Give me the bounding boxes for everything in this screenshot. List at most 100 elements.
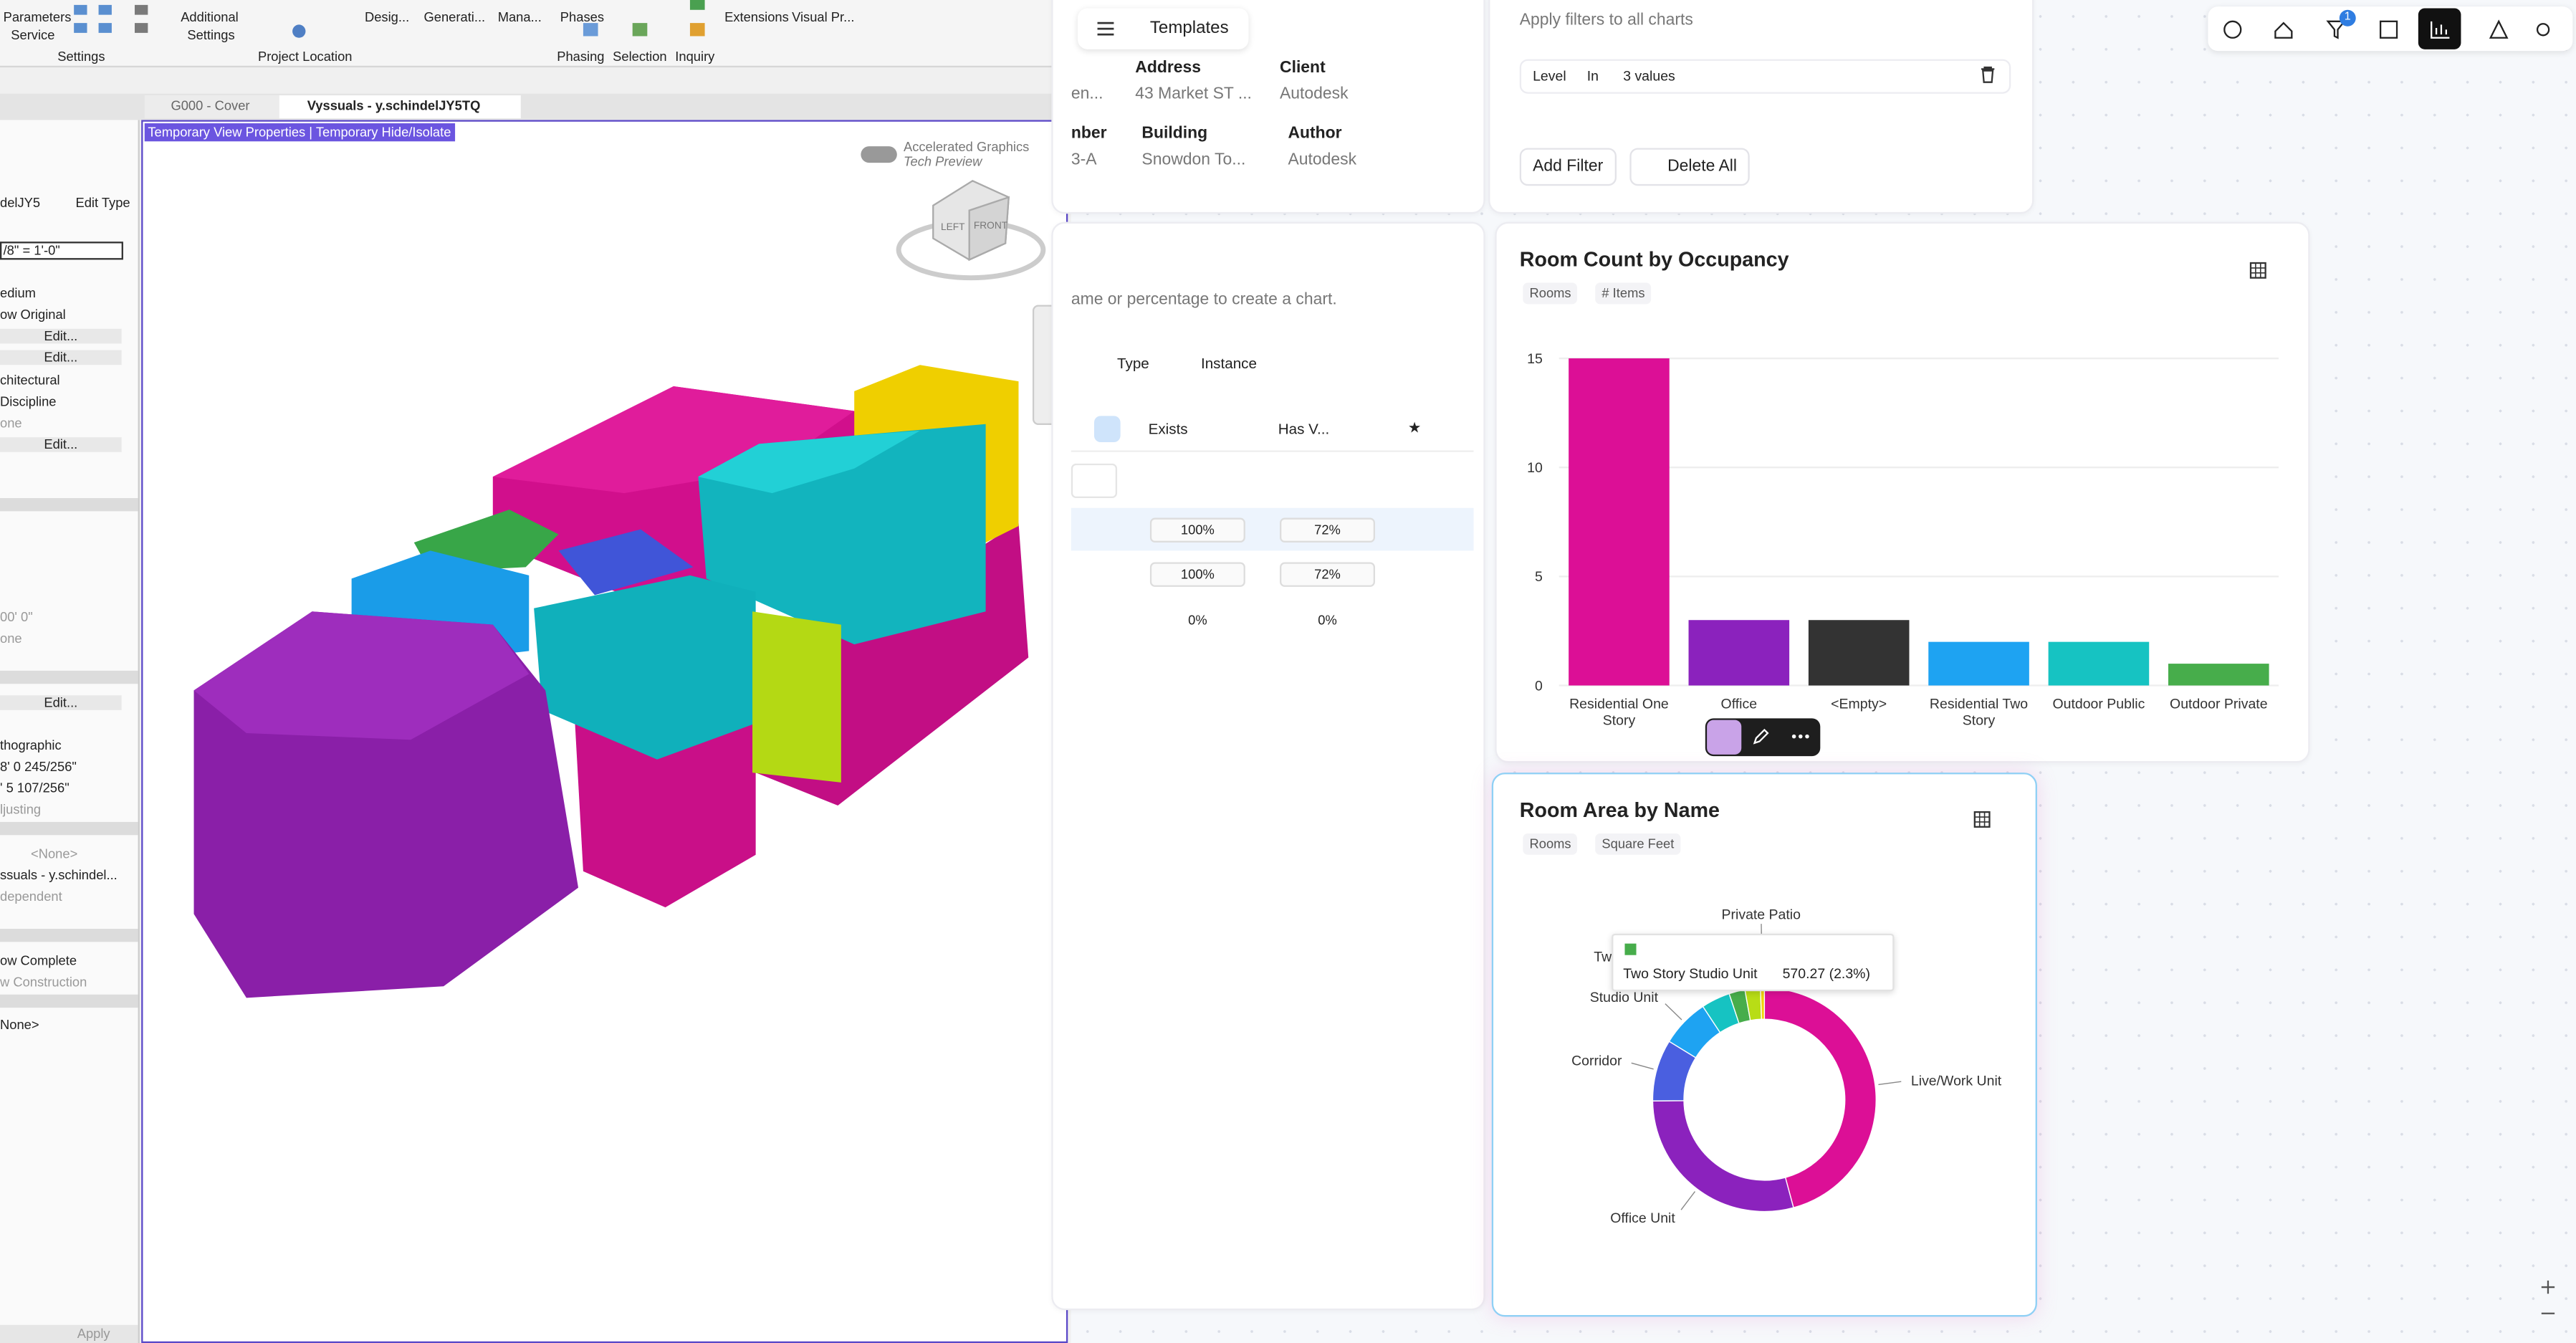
column-header[interactable]: Has V... xyxy=(1278,421,1330,438)
property-value: chitectural xyxy=(0,373,60,388)
field-value: en... xyxy=(1071,85,1103,104)
toggle[interactable] xyxy=(861,146,897,163)
x-tick-label: <Empty> xyxy=(1831,695,1887,712)
info-button[interactable] xyxy=(2223,20,2242,39)
table-view-button[interactable] xyxy=(1966,806,1999,835)
home-button[interactable] xyxy=(2274,21,2293,39)
ribbon-button[interactable]: Parameters xyxy=(3,9,72,25)
tooltip-swatch xyxy=(1624,943,1637,955)
ribbon-button[interactable]: Service xyxy=(11,27,55,43)
property-value: one xyxy=(0,416,22,431)
style-button[interactable] xyxy=(1707,720,1742,755)
bar xyxy=(2168,664,2269,686)
percent-cell[interactable]: 100% xyxy=(1149,517,1245,543)
filter-operator[interactable]: In xyxy=(1586,67,1599,84)
icon xyxy=(74,4,87,15)
bar-chart: 0 5 10 15 xyxy=(1527,351,2279,694)
chart-tag: Rooms xyxy=(1523,833,1578,855)
tab-instance[interactable]: Instance xyxy=(1200,355,1257,372)
chart-tag: Rooms xyxy=(1523,282,1578,305)
ribbon-button[interactable]: Generati... xyxy=(423,9,486,25)
field-label: Author xyxy=(1288,125,1342,143)
column-header[interactable]: Exists xyxy=(1148,421,1188,438)
slice-label: Office Unit xyxy=(1610,1210,1675,1226)
room-block xyxy=(698,430,920,494)
table-row[interactable] xyxy=(1071,507,1474,551)
property-value: edium xyxy=(0,286,36,301)
edit-button[interactable]: Edit... xyxy=(0,695,122,710)
property-value[interactable]: /8" = 1'-0" xyxy=(0,242,123,260)
ribbon-button[interactable]: Selection xyxy=(613,49,667,64)
ribbon-button[interactable]: Settings xyxy=(187,27,235,43)
filter-row[interactable] xyxy=(1519,59,2011,94)
edit-button[interactable]: Edit... xyxy=(0,437,122,452)
star-icon[interactable]: ★ xyxy=(1407,419,1422,436)
menu-icon[interactable] xyxy=(1097,21,1114,37)
layout-button[interactable] xyxy=(2379,20,2398,39)
property-value: w Construction xyxy=(0,975,87,990)
ribbon-button[interactable]: Inquiry xyxy=(675,49,715,64)
chart-button[interactable] xyxy=(2418,8,2461,49)
more-button[interactable] xyxy=(1791,733,1811,740)
apply-button[interactable]: Apply xyxy=(0,1324,138,1343)
property-value: ljusting xyxy=(0,802,42,818)
edit-button[interactable]: Edit... xyxy=(0,328,122,344)
ribbon-button[interactable]: Desig... xyxy=(364,9,410,25)
field-label: Address xyxy=(1135,59,1201,77)
table-view-button[interactable] xyxy=(2243,257,2276,286)
leader-line xyxy=(1665,1003,1682,1021)
properties-panel xyxy=(0,120,140,1343)
leader-line xyxy=(1878,1081,1902,1086)
settings-button[interactable] xyxy=(2536,23,2550,37)
percent-cell[interactable]: 0% xyxy=(1280,608,1375,634)
search-input[interactable] xyxy=(1071,463,1118,499)
leader-line xyxy=(1680,1191,1696,1210)
edit-type-button[interactable]: Edit Type xyxy=(75,195,130,211)
property-value: ' 5 107/256" xyxy=(0,780,70,796)
percent-cell[interactable]: 0% xyxy=(1149,608,1245,634)
ribbon-button[interactable]: Phases xyxy=(560,9,604,25)
delete-icon[interactable] xyxy=(1980,66,1996,84)
tooltip-label: Two Story Studio Unit xyxy=(1623,965,1758,982)
x-tick-label: Outdoor Public xyxy=(2052,695,2145,712)
bar-chart-card: Room Count by Occupancy Rooms # Items 0 5… xyxy=(1495,221,2310,763)
property-value: ow Complete xyxy=(0,953,77,969)
ribbon-button[interactable]: Additional xyxy=(181,9,239,25)
property-value: <None> xyxy=(31,846,78,861)
filter-values[interactable]: 3 values xyxy=(1623,67,1675,84)
ribbon-button[interactable]: Visual Pr... xyxy=(792,9,855,25)
model-button[interactable] xyxy=(2489,19,2509,39)
type-selector[interactable]: delJY5 xyxy=(0,195,41,211)
zoom-controls[interactable] xyxy=(2537,1277,2560,1327)
pie-slice xyxy=(1763,987,1877,1208)
ribbon-button[interactable]: Mana... xyxy=(497,9,542,25)
tab-type[interactable]: Type xyxy=(1117,355,1149,372)
ribbon-button[interactable]: Extensions xyxy=(724,9,789,25)
percent-cell[interactable]: 72% xyxy=(1280,562,1375,587)
tooltip-value: 570.27 (2.3%) xyxy=(1782,965,1871,982)
delete-all-button[interactable]: Delete All xyxy=(1629,148,1751,186)
percent-cell[interactable]: 72% xyxy=(1280,517,1375,543)
chart-title: Room Area by Name xyxy=(1519,798,1720,822)
section-header xyxy=(0,821,138,836)
tab[interactable]: Vyssuals - y.schindelJY5TQ xyxy=(279,95,521,119)
percent-cell[interactable]: 100% xyxy=(1149,562,1245,587)
slice-label: Corridor xyxy=(1571,1053,1622,1069)
add-filter-button[interactable]: Add Filter xyxy=(1519,148,1617,186)
pie-chart-card: Room Area by Name Rooms Square Feet Live… xyxy=(1491,773,2037,1317)
tab[interactable]: G000 - Cover xyxy=(144,95,296,119)
view-banner: Temporary View Properties | Temporary Hi… xyxy=(144,123,455,142)
edit-button[interactable]: Edit... xyxy=(0,350,122,365)
section-header xyxy=(0,994,138,1008)
edit-button[interactable] xyxy=(1751,727,1771,747)
filter-field[interactable]: Level xyxy=(1533,67,1566,84)
tooltip: Two Story Studio Unit 570.27 (2.3%) xyxy=(1612,933,1895,992)
icon xyxy=(135,23,148,33)
table-header xyxy=(1071,408,1474,452)
menu-title[interactable]: Templates xyxy=(1149,18,1229,38)
room-block xyxy=(193,611,530,740)
leader-line xyxy=(1631,1062,1654,1070)
field-value: Snowdon To... xyxy=(1141,151,1246,170)
filter-toggle[interactable] xyxy=(1093,416,1121,443)
slice-label: Live/Work Unit xyxy=(1911,1073,2002,1089)
